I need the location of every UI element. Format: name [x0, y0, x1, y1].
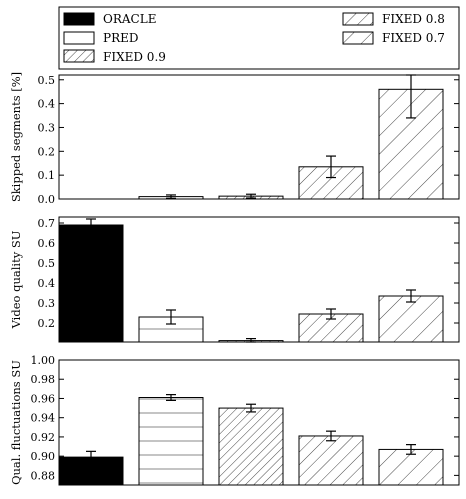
legend-item-fixed-07: FIXED 0.7	[342, 31, 445, 45]
bar-fixed-09	[218, 407, 284, 486]
y-axis-label: Video quality SU	[9, 230, 23, 329]
legend-item-pred: PRED	[63, 31, 139, 45]
error-bar-fixed-07	[406, 444, 416, 455]
error-bar-pred	[166, 309, 176, 325]
video-quality-chart: 0.2 0.3 0.4 0.5 0.6 0.7 Video quality SU	[9, 216, 460, 343]
legend-frame	[58, 6, 460, 70]
error-bar-pred	[166, 194, 176, 199]
legend-label-pred: PRED	[103, 31, 139, 45]
y-tick-label: 0.90	[31, 450, 56, 463]
legend-swatch-pred	[63, 31, 95, 45]
error-bar-fixed-08	[326, 308, 336, 320]
skipped-segments-chart: 0.0 0.1 0.2 0.3 0.4 0.5 Skipped segments [%]	[9, 72, 460, 206]
y-axis-label: Skipped segments [%]	[9, 72, 23, 202]
legend: ORACLE PRED FIXED 0.9 FIXED 0.8 FIXED 0.…	[58, 6, 460, 70]
y-tick-label: 0.92	[31, 431, 56, 444]
legend-label-fixed-08: FIXED 0.8	[382, 12, 445, 26]
legend-swatch-fixed-07	[342, 31, 374, 45]
error-bar-fixed-08	[326, 155, 336, 179]
y-tick-label: 0.2	[38, 317, 56, 330]
legend-swatch-fixed-08	[342, 12, 374, 26]
quality-fluctuations-chart: 0.88 0.90 0.92 0.94 0.96 0.98 1.00 Qual. fluctu…	[9, 354, 460, 486]
y-tick-label: 0.1	[38, 169, 56, 182]
y-tick-label: 0.5	[38, 257, 56, 270]
y-tick-label: 0.7	[38, 217, 56, 230]
bar-oracle	[58, 224, 124, 343]
plot-frame	[58, 359, 460, 486]
y-tick-label: 0.3	[38, 297, 56, 310]
y-tick-label: 0.4	[38, 277, 56, 290]
y-tick-label: 0.96	[31, 392, 56, 405]
y-tick-label: 0.5	[38, 74, 56, 87]
error-bar-pred	[166, 394, 176, 401]
y-tick-label: 0.94	[31, 412, 56, 425]
legend-item-fixed-09: FIXED 0.9	[63, 49, 166, 64]
y-tick-label: 1.00	[31, 354, 56, 367]
y-tick-label: 0.88	[31, 469, 56, 482]
legend-label-fixed-07: FIXED 0.7	[382, 31, 445, 45]
error-bar-fixed-08	[326, 430, 336, 442]
error-bar-oracle	[86, 218, 96, 232]
legend-item-fixed-08: FIXED 0.8	[342, 12, 445, 26]
plot-frame	[58, 74, 460, 200]
legend-swatch-fixed-09	[63, 49, 95, 63]
y-tick-label: 0.6	[38, 237, 56, 250]
y-tick-label: 0.0	[38, 193, 56, 206]
error-bar-fixed-09	[246, 193, 256, 199]
error-bar-fixed-09	[246, 403, 256, 413]
bar-fixed-07	[378, 295, 444, 343]
error-bar-fixed-07	[406, 289, 416, 303]
y-tick-label: 0.98	[31, 373, 56, 386]
plot-frame	[58, 216, 460, 343]
bar-fixed-08	[298, 435, 364, 486]
bar-pred	[138, 397, 204, 486]
y-tick-label: 0.3	[38, 121, 56, 134]
y-axis-label: Qual. fluctuations SU	[9, 360, 23, 485]
y-tick-label: 0.4	[38, 98, 56, 111]
legend-label-fixed-09: FIXED 0.9	[103, 50, 166, 64]
legend-item-oracle: ORACLE	[63, 12, 156, 26]
legend-swatch-oracle	[63, 12, 95, 26]
y-tick-label: 0.2	[38, 145, 56, 158]
error-bar-oracle	[86, 450, 96, 464]
legend-label-oracle: ORACLE	[103, 12, 156, 26]
